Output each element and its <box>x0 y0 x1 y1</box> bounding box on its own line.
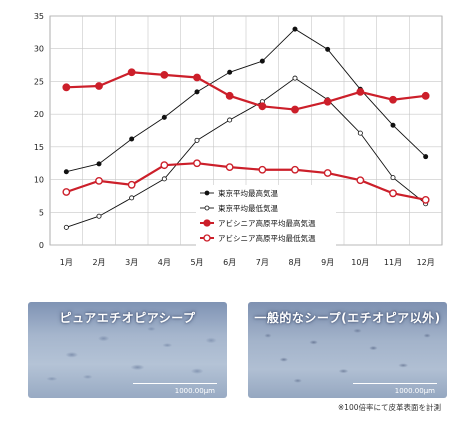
data-point <box>421 91 430 100</box>
y-tick-label: 35 <box>34 12 44 21</box>
y-tick-label: 25 <box>34 77 44 86</box>
y-tick-label: 15 <box>34 143 44 152</box>
data-point <box>95 82 103 90</box>
legend-label: 東京平均最高気温 <box>218 188 278 198</box>
x-tick-label: 3月 <box>125 258 138 267</box>
data-point <box>193 159 201 168</box>
y-tick-label: 20 <box>34 110 44 119</box>
x-tick-label: 4月 <box>158 258 171 267</box>
data-point <box>356 87 365 96</box>
data-point <box>129 136 135 142</box>
data-point <box>96 161 102 167</box>
x-tick-label: 1月 <box>60 258 73 267</box>
y-tick-label: 30 <box>34 45 44 54</box>
data-point <box>356 176 365 185</box>
data-point <box>421 195 430 204</box>
data-point <box>95 176 103 185</box>
x-tick-label: 5月 <box>190 258 203 267</box>
photo-title-pure: ピュアエチオピアシープ <box>59 311 196 325</box>
data-point <box>423 154 429 160</box>
footnote: ※100倍率にて皮革表面を計測 <box>337 403 441 412</box>
data-point <box>323 169 332 177</box>
data-point <box>194 89 200 95</box>
y-tick-label: 0 <box>39 241 44 250</box>
x-tick-label: 7月 <box>256 258 269 267</box>
data-point <box>292 26 298 32</box>
data-point <box>160 70 169 79</box>
series-line <box>66 77 426 228</box>
legend-item-4: アビシニア高原平均最低気温 <box>200 233 316 243</box>
data-point <box>129 195 135 201</box>
series-1 <box>63 26 429 175</box>
data-point <box>225 163 234 172</box>
scale-bar <box>353 383 437 384</box>
x-tick-label: 2月 <box>92 258 105 267</box>
general-sheep-leather-photo: 一般的なシープ(エチオピア以外) 1000.00μm <box>248 302 447 398</box>
data-point <box>225 91 234 100</box>
chart-legend: 東京平均最高気温東京平均最低気温アビシニア高原平均最高気温アビシニア高原平均最低… <box>196 185 336 247</box>
data-point <box>161 114 167 120</box>
data-point <box>292 75 298 81</box>
data-point <box>258 165 267 174</box>
data-point <box>160 161 169 170</box>
x-tick-label: 10月 <box>351 258 369 267</box>
y-tick-label: 5 <box>39 208 44 217</box>
x-tick-label: 9月 <box>321 258 334 267</box>
legend-box <box>196 185 336 247</box>
data-point <box>193 73 201 82</box>
scale-bar <box>133 383 217 384</box>
data-point <box>194 137 200 143</box>
legend-swatch-marker <box>204 205 210 211</box>
legend-label: アビシニア高原平均最高気温 <box>218 218 316 228</box>
data-point <box>390 175 396 181</box>
legend-item-1: 東京平均最高気温 <box>200 188 278 198</box>
scale-label: 1000.00μm <box>174 387 215 395</box>
pure-ethiopian-sheep-leather-photo: ピュアエチオピアシープ 1000.00μm <box>28 302 227 398</box>
data-point <box>227 117 233 123</box>
series-line <box>65 162 426 201</box>
legend-swatch-marker <box>204 190 210 196</box>
y-axis-tick-labels: 0 5 10 15 20 25 30 35 <box>34 12 44 250</box>
data-point <box>291 165 299 174</box>
data-point <box>291 105 299 114</box>
data-point <box>63 169 69 175</box>
legend-swatch-marker <box>203 219 211 227</box>
legend-swatch-marker <box>203 234 211 242</box>
y-tick-label: 10 <box>34 176 44 185</box>
x-axis-tick-labels: 1月 2月 3月 4月 5月 6月 7月 8月 9月 10月 11月 12月 <box>60 258 435 267</box>
data-point <box>127 180 136 189</box>
photo-title-general: 一般的なシープ(エチオピア以外) <box>254 311 441 325</box>
legend-label: アビシニア高原平均最低気温 <box>218 233 316 243</box>
data-point <box>62 188 71 196</box>
data-point <box>161 176 167 182</box>
data-point <box>63 224 69 230</box>
series-4 <box>62 159 430 204</box>
data-point <box>96 213 102 219</box>
legend-item-2: 東京平均最低気温 <box>200 203 278 213</box>
data-point <box>227 69 233 75</box>
series-3 <box>62 68 430 114</box>
data-point <box>389 95 397 104</box>
data-point <box>258 102 267 111</box>
legend-label: 東京平均最低気温 <box>218 203 278 213</box>
data-point <box>389 189 397 198</box>
series-line <box>66 28 426 173</box>
legend-item-3: アビシニア高原平均最高気温 <box>200 218 316 228</box>
data-point <box>390 122 396 128</box>
data-point <box>127 68 136 77</box>
data-point <box>323 97 332 106</box>
x-tick-label: 8月 <box>288 258 301 267</box>
data-point <box>259 58 265 64</box>
series-line <box>66 71 426 111</box>
x-tick-label: 11月 <box>384 258 402 267</box>
chart-series <box>62 26 430 230</box>
data-point <box>325 46 331 52</box>
data-point <box>62 83 71 92</box>
data-point <box>357 130 363 136</box>
x-tick-label: 12月 <box>417 258 435 267</box>
scale-label: 1000.00μm <box>394 387 435 395</box>
x-tick-label: 6月 <box>223 258 236 267</box>
